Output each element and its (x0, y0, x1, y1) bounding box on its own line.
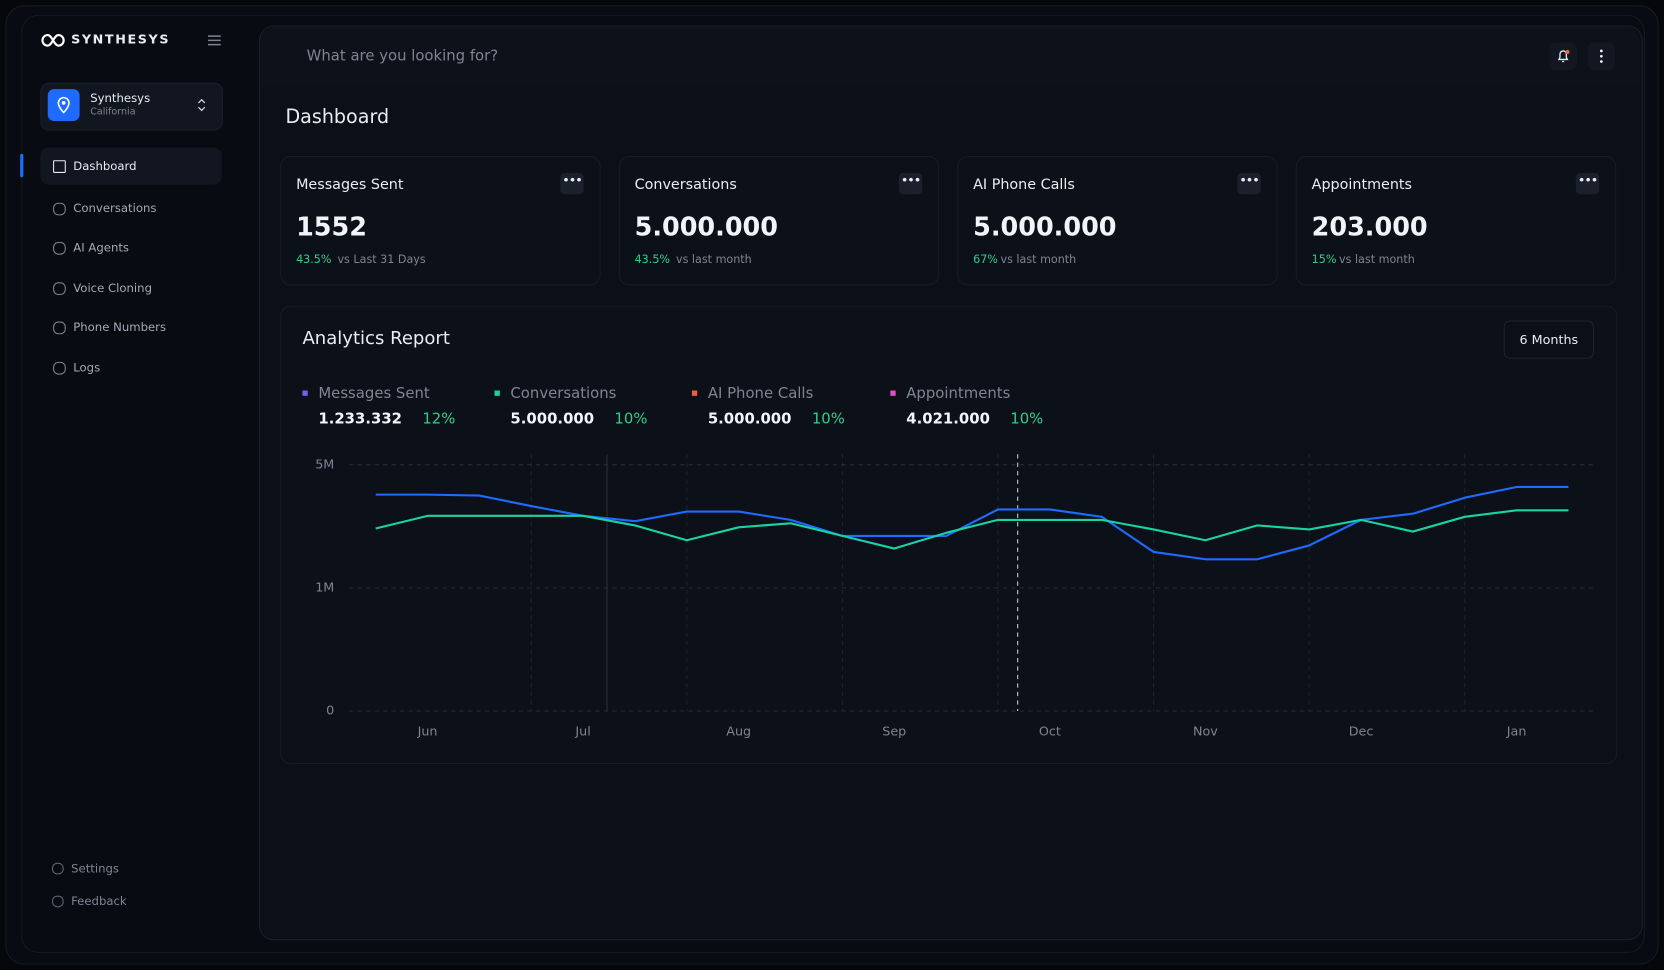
nav-item[interactable]: Voice Cloning (73, 281, 152, 296)
card-comparison: vs last month (675, 253, 752, 267)
legend-name: Appointments (906, 385, 1011, 403)
active-indicator (20, 153, 24, 178)
x-tick-label: Dec (1349, 725, 1374, 740)
card-menu[interactable]: ••• (1575, 172, 1600, 195)
x-tick-label: Jun (417, 725, 438, 740)
nav-item[interactable]: Conversations (73, 201, 157, 216)
nav-icon (53, 282, 66, 296)
card-menu[interactable]: ••• (898, 172, 923, 195)
card-value: 1552 (296, 212, 367, 242)
workspace-location: California (90, 107, 136, 118)
footer-nav-icon (51, 895, 64, 908)
legend-swatch (890, 390, 896, 396)
nav-item[interactable]: AI Agents (73, 240, 130, 255)
nav-item[interactable]: Phone Numbers (73, 320, 167, 335)
page-title: Dashboard (285, 106, 390, 129)
card-menu[interactable]: ••• (1237, 172, 1261, 195)
x-tick-label: Jan (1506, 725, 1527, 740)
workspace-icon (47, 89, 80, 121)
stat-card (280, 155, 601, 286)
legend-swatch (494, 390, 500, 396)
card-change: 67% (973, 253, 998, 267)
legend-swatch (691, 390, 698, 396)
more-button[interactable] (1587, 42, 1616, 71)
nav-item[interactable]: Logs (73, 360, 101, 375)
footer-nav-item[interactable]: Feedback (71, 894, 127, 909)
x-tick-label: Nov (1193, 725, 1218, 740)
y-tick-label: 1M (315, 580, 334, 595)
footer-nav-item[interactable]: Settings (71, 861, 119, 876)
search-placeholder[interactable]: What are you looking for? (306, 47, 499, 65)
card-comparison: vs Last 31 Days (337, 253, 426, 267)
x-tick-label: Aug (726, 725, 751, 740)
legend-change: 10% (614, 410, 648, 428)
legend-change: 10% (811, 410, 845, 428)
card-comparison: vs last month (1000, 253, 1077, 267)
stat-card (957, 155, 1278, 286)
nav-item-active-bg (40, 147, 222, 185)
x-tick-label: Jul (574, 725, 590, 740)
card-value: 5.000.000 (634, 212, 779, 242)
series-line (375, 485, 1569, 561)
range-button[interactable]: 6 Months (1503, 320, 1594, 359)
legend-name: Conversations (510, 385, 617, 403)
legend-name: AI Phone Calls (707, 385, 814, 403)
footer-nav-icon (51, 862, 64, 875)
switcher-chevron (197, 98, 206, 112)
chart: 0 1M 5M Jun Jul Aug Sep Oct Nov Dec Jan (315, 454, 1594, 740)
legend-total: 5.000.000 (510, 410, 595, 428)
chart-title: Analytics Report (302, 327, 450, 350)
stat-card (618, 155, 940, 286)
logo-icon (41, 33, 65, 47)
brand: SYNTHESYS (71, 31, 171, 47)
legend-name: Messages Sent (318, 385, 430, 403)
legend-swatch (302, 390, 308, 396)
legend-total: 4.021.000 (906, 410, 990, 428)
legend-total: 5.000.000 (707, 410, 792, 428)
y-tick-label: 0 (326, 704, 334, 719)
x-tick-label: Sep (882, 725, 906, 740)
card-menu[interactable]: ••• (560, 172, 584, 195)
card-change: 43.5% (634, 253, 670, 267)
legend-total: 1.233.332 (318, 410, 403, 428)
nav-icon (53, 202, 66, 216)
legend-change: 10% (1010, 410, 1044, 428)
card-value: 5.000.000 (973, 212, 1117, 242)
card-title: AI Phone Calls (973, 176, 1075, 194)
card-change: 15% (1311, 253, 1337, 267)
y-tick-label: 5M (315, 457, 334, 472)
legend-change: 12% (422, 410, 456, 428)
card-title: Appointments (1311, 176, 1413, 194)
nav-item[interactable]: Dashboard (73, 159, 137, 173)
nav-icon (53, 361, 66, 375)
workspace-name: Synthesys (90, 91, 151, 106)
card-title: Messages Sent (296, 176, 404, 194)
search-bar[interactable] (259, 26, 1640, 88)
menu-toggle[interactable] (207, 34, 222, 47)
series-line (375, 509, 1569, 550)
stat-card (1295, 155, 1617, 286)
x-tick-label: Oct (1039, 725, 1061, 740)
card-change: 43.5% (296, 253, 332, 267)
notifications-button[interactable] (1549, 42, 1577, 71)
nav-icon (53, 321, 66, 335)
nav-icon (53, 160, 66, 173)
card-comparison: vs last month (1339, 253, 1415, 267)
card-value: 203.000 (1311, 212, 1428, 242)
card-title: Conversations (634, 176, 737, 194)
nav-icon (53, 241, 66, 255)
